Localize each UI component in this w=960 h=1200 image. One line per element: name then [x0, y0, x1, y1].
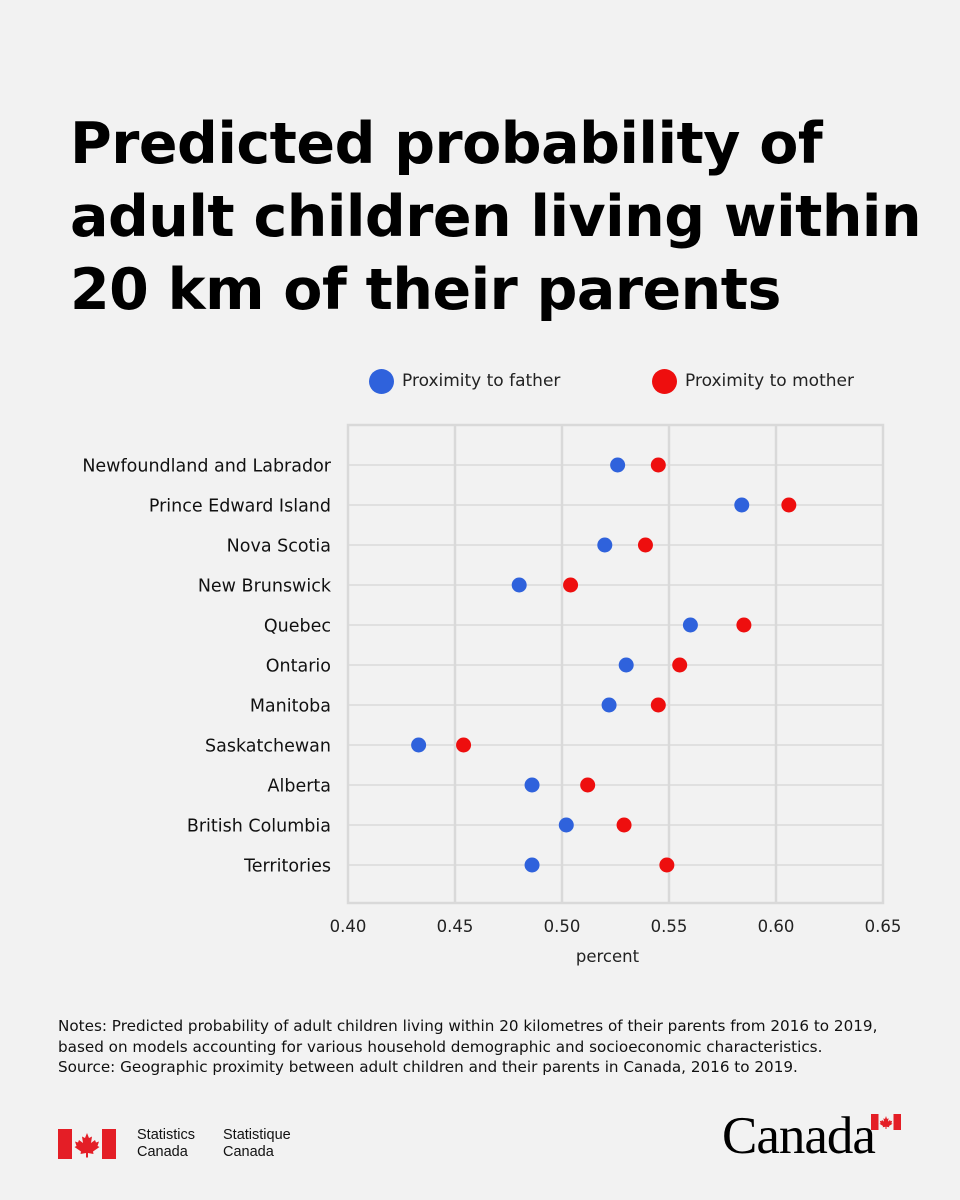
father-point [734, 497, 750, 513]
chart-title: Predicted probability of adult children … [70, 108, 922, 327]
category-label: Saskatchewan [205, 737, 331, 757]
canadian-flag-icon [58, 1129, 116, 1159]
category-label: Ontario [266, 657, 331, 677]
category-label: Nova Scotia [227, 537, 331, 557]
title-line-1: Predicted probability of [70, 111, 823, 177]
category-label: Manitoba [250, 697, 331, 717]
father-point [618, 657, 634, 673]
dot-plot-chart: 0.40 0.45 0.50 0.55 0.60 0.65 percent Newfoundl… [82, 423, 902, 966]
mother-point [672, 657, 688, 673]
category-label: Newfoundland and Labrador [82, 457, 331, 477]
x-axis-label: percent [576, 947, 640, 966]
notes-line-1: Notes: Predicted probability of adult ch… [58, 1017, 878, 1035]
father-point [511, 577, 527, 593]
father-point [601, 697, 617, 713]
mother-point [781, 497, 797, 513]
x-tick-label: 0.45 [437, 917, 474, 936]
x-tick-label: 0.55 [651, 917, 688, 936]
father-point [682, 617, 698, 633]
x-tick-label: 0.50 [544, 917, 581, 936]
mother-point [659, 857, 675, 873]
category-label: Prince Edward Island [149, 497, 331, 517]
mother-point [580, 777, 596, 793]
legend-label-mother: Proximity to mother [685, 371, 854, 391]
father-point [597, 537, 613, 553]
chart-notes: Notes: Predicted probability of adult ch… [58, 1016, 918, 1078]
mother-point [456, 737, 472, 753]
canada-wordmark: Canada [722, 1107, 876, 1165]
legend-item-father: Proximity to father [369, 368, 560, 394]
statcan-name-english: Statistics Canada [137, 1127, 195, 1161]
x-tick-label: 0.65 [865, 917, 902, 936]
mother-point [736, 617, 752, 633]
legend-label-father: Proximity to father [402, 371, 561, 391]
plot-frame [346, 423, 885, 905]
father-point [610, 457, 626, 473]
x-tick-label: 0.40 [330, 917, 367, 936]
statcan-name-french: Statistique Canada [223, 1127, 291, 1161]
title-line-2: adult children living within [70, 184, 922, 250]
notes-line-2: based on models accounting for various h… [58, 1037, 823, 1056]
mother-point [650, 457, 666, 473]
father-point [524, 777, 540, 793]
statcan-en-line-1: Statistics [137, 1127, 196, 1143]
statcan-fr-line-2: Canada [223, 1144, 274, 1160]
legend-item-mother: Proximity to mother [652, 368, 854, 394]
mother-point [650, 697, 666, 713]
legend-marker-mother [652, 368, 677, 394]
category-label: British Columbia [187, 817, 331, 837]
father-point [411, 737, 427, 753]
legend-marker-father [369, 368, 394, 394]
mother-point [563, 577, 579, 593]
father-point [558, 817, 574, 833]
category-label: Alberta [268, 777, 332, 797]
title-line-3: 20 km of their parents [70, 257, 781, 323]
mother-point [616, 817, 632, 833]
category-label: New Brunswick [198, 577, 332, 597]
father-point [524, 857, 540, 873]
wordmark-flag-icon [871, 1114, 901, 1130]
mother-point [637, 537, 653, 553]
category-label: Territories [243, 857, 331, 877]
notes-line-3: Source: Geographic proximity between adu… [58, 1058, 798, 1076]
statcan-en-line-2: Canada [137, 1144, 188, 1160]
category-label: Quebec [264, 617, 331, 637]
statcan-fr-line-1: Statistique [223, 1127, 291, 1143]
x-tick-label: 0.60 [758, 917, 795, 936]
